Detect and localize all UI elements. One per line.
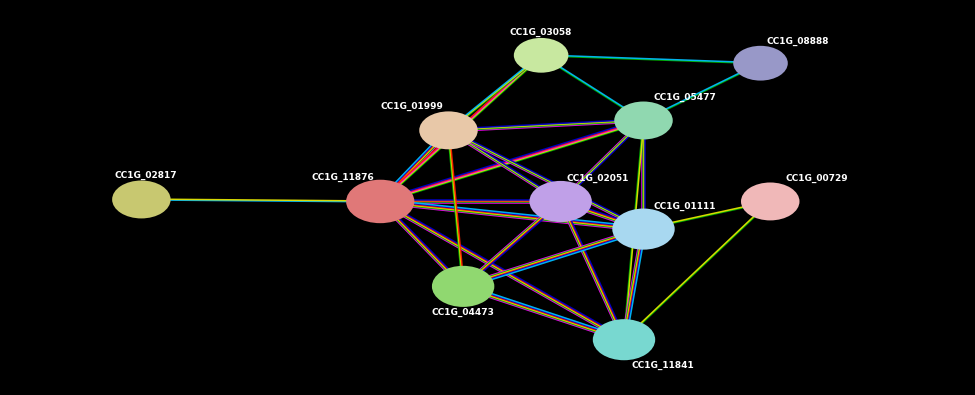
Ellipse shape bbox=[112, 181, 171, 218]
Text: CC1G_00729: CC1G_00729 bbox=[786, 174, 848, 183]
Text: CC1G_01111: CC1G_01111 bbox=[653, 201, 716, 211]
Ellipse shape bbox=[733, 46, 788, 81]
Text: CC1G_08888: CC1G_08888 bbox=[766, 36, 829, 46]
Ellipse shape bbox=[741, 182, 800, 220]
Ellipse shape bbox=[432, 266, 494, 307]
Text: CC1G_11876: CC1G_11876 bbox=[312, 172, 374, 182]
Text: CC1G_01999: CC1G_01999 bbox=[380, 102, 443, 111]
Ellipse shape bbox=[593, 319, 655, 360]
Ellipse shape bbox=[529, 181, 592, 222]
Text: CC1G_05477: CC1G_05477 bbox=[653, 93, 716, 102]
Ellipse shape bbox=[346, 180, 414, 223]
Text: CC1G_11841: CC1G_11841 bbox=[632, 361, 694, 370]
Ellipse shape bbox=[419, 111, 478, 149]
Ellipse shape bbox=[614, 102, 673, 139]
Text: CC1G_02817: CC1G_02817 bbox=[115, 170, 177, 180]
Text: CC1G_02051: CC1G_02051 bbox=[566, 174, 629, 183]
Text: CC1G_04473: CC1G_04473 bbox=[432, 307, 494, 317]
Ellipse shape bbox=[612, 209, 675, 250]
Text: CC1G_03058: CC1G_03058 bbox=[510, 28, 572, 37]
Ellipse shape bbox=[514, 38, 568, 73]
